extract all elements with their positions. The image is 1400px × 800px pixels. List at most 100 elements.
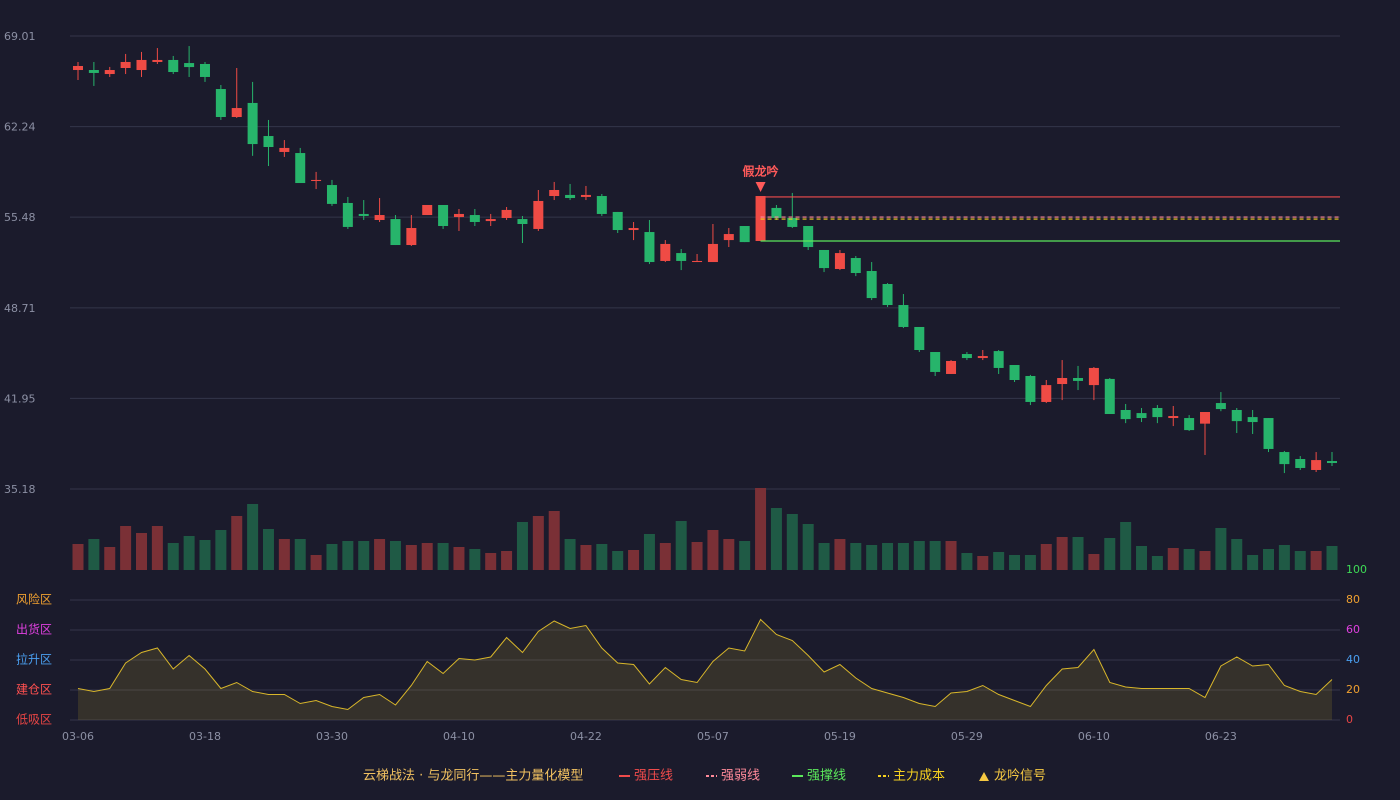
volume-bar (516, 522, 528, 570)
volume-bar (802, 524, 814, 570)
y-tick-label: 62.24 (4, 121, 36, 134)
volume-bar (437, 543, 449, 570)
volume-bar (596, 544, 608, 570)
volume-bar (88, 539, 100, 570)
candle-body (739, 226, 750, 243)
volume-bar (1151, 556, 1163, 570)
x-tick-label: 05-19 (824, 730, 856, 743)
candle-body (1247, 417, 1258, 423)
candle-body (1120, 409, 1131, 420)
volume-bar (1326, 546, 1338, 570)
volume-bar (1183, 549, 1195, 570)
volume-bar (278, 539, 290, 570)
candle-body (263, 136, 274, 148)
volume-bar (770, 508, 782, 570)
volume-bar (643, 534, 655, 570)
candle-body (660, 243, 671, 261)
candle-body (1088, 367, 1099, 386)
volume-bar (834, 539, 846, 570)
candle-body (215, 89, 226, 118)
candle-body (898, 305, 909, 327)
volume-bar (977, 556, 989, 570)
volume-bar (1310, 551, 1322, 570)
candle-body (1215, 403, 1226, 410)
volume-bar (1120, 522, 1132, 570)
candle-body (104, 70, 115, 75)
volume-bar (1072, 537, 1084, 570)
volume-bar (421, 543, 433, 570)
y-tick-label: 48.71 (4, 302, 36, 315)
candle-body (326, 185, 337, 204)
candle-body (88, 70, 99, 73)
x-tick-label: 04-10 (443, 730, 475, 743)
volume-bar (135, 533, 147, 570)
volume-bar (183, 536, 195, 570)
candle-body (120, 61, 131, 69)
y-tick-label: 55.48 (4, 211, 36, 224)
candle-body (1104, 378, 1115, 415)
volume-bar (1104, 538, 1116, 570)
candle-body (787, 217, 798, 227)
volume-bar (151, 526, 163, 570)
volume-bar (897, 543, 909, 570)
volume-bar (374, 539, 386, 570)
volume-bar (929, 541, 941, 570)
volume-bar (818, 543, 830, 570)
candle-body (1025, 375, 1036, 402)
volume-bar (628, 550, 640, 570)
volume-bar (707, 530, 719, 570)
volume-bar (199, 540, 211, 570)
signal-label: 假龙吟 (743, 164, 779, 179)
x-tick-label: 03-18 (189, 730, 221, 743)
candle-body (771, 207, 782, 218)
candle-body (803, 226, 814, 248)
candle-body (184, 63, 195, 68)
candle-body (390, 219, 401, 246)
candle-body (279, 147, 290, 152)
y-tick-label: 35.18 (4, 483, 36, 496)
candle-body (596, 196, 607, 214)
volume-bar (485, 553, 497, 570)
candle-body (1152, 407, 1163, 418)
zone-label: 拉升区 (16, 652, 52, 667)
candle-body (469, 215, 480, 222)
volume-bar (1199, 551, 1211, 570)
candle-body (644, 232, 655, 263)
candle-body (247, 102, 258, 145)
candle-body (628, 228, 639, 231)
volume-bar (1263, 549, 1275, 570)
candle-body (231, 108, 242, 118)
volume-bar (262, 529, 274, 570)
volume-bar (580, 545, 592, 570)
volume-bar (342, 541, 354, 570)
volume-bar (1247, 555, 1259, 570)
zone-label: 低吸区 (16, 713, 52, 727)
volume-bar (247, 504, 259, 570)
volume-bar (755, 488, 767, 570)
volume-bar (1231, 539, 1243, 570)
volume-bar (453, 547, 465, 570)
volume-bar (215, 530, 227, 570)
candle-body (1295, 459, 1306, 468)
volume-bar (850, 543, 862, 570)
y-tick-label: 60 (1346, 623, 1360, 636)
x-tick-label: 03-06 (62, 730, 94, 743)
candle-body (342, 202, 353, 227)
candle-body (406, 228, 417, 246)
legend-label: 强压线 (634, 769, 673, 784)
candle-body (533, 200, 544, 229)
y-tick-label: 80 (1346, 593, 1360, 606)
candle-body (1073, 377, 1084, 381)
y-tick-label: 40 (1346, 653, 1360, 666)
candle-body (819, 249, 830, 269)
candle-body (311, 179, 322, 182)
volume-bar (104, 547, 116, 570)
candle-body (1041, 385, 1052, 402)
candle-body (1311, 460, 1322, 470)
volume-bar (961, 553, 973, 570)
candle-body (295, 153, 306, 184)
candle-body (1184, 418, 1195, 431)
candle-body (422, 204, 433, 216)
candle-body (946, 360, 957, 374)
